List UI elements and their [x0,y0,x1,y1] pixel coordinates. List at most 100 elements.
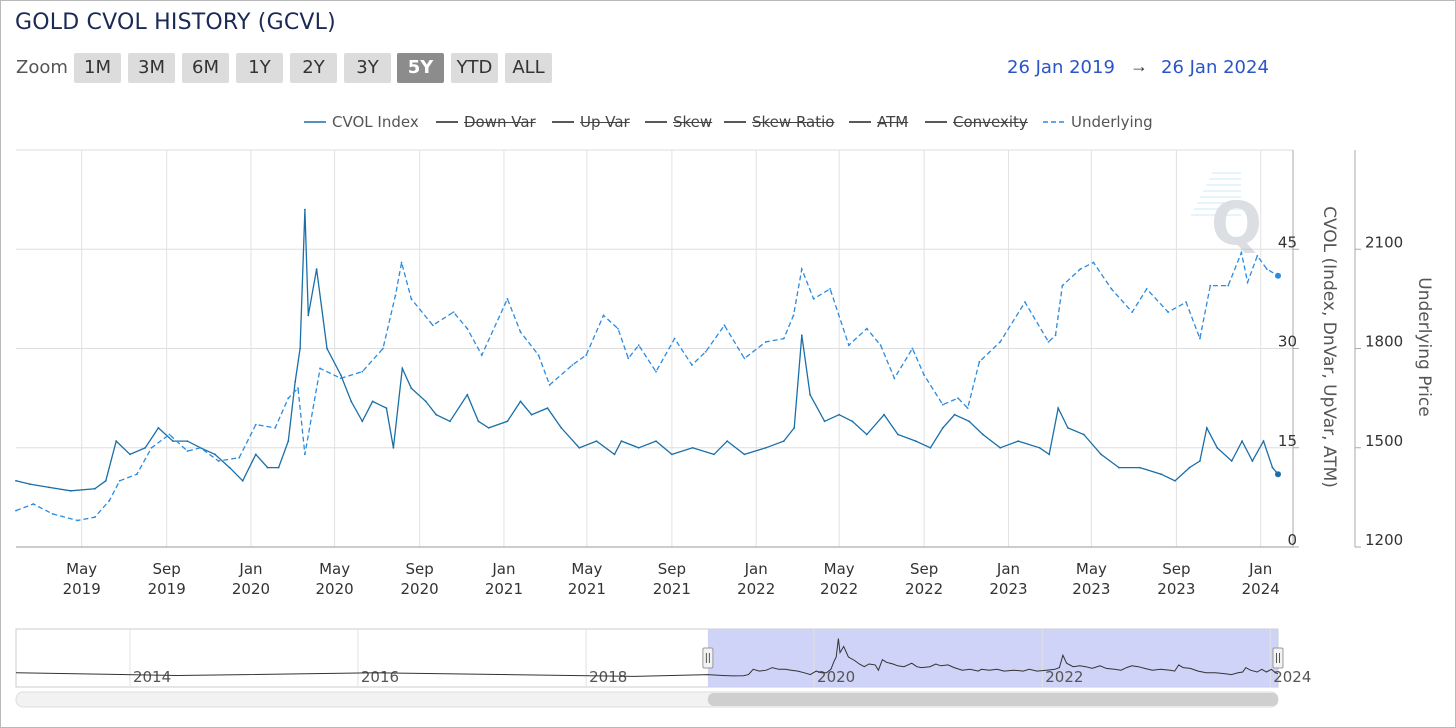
range-from-input[interactable]: 26 Jan 2019 [1007,57,1115,78]
data-point-cvol-index [241,479,244,482]
zoom-5y-button[interactable]: 5Y [397,53,444,83]
data-point-underlying [297,387,299,390]
data-point-cvol-index [93,487,96,490]
x-tick-label: Jan 2021 [485,560,523,598]
zoom-3m-button[interactable]: 3M [128,53,175,83]
data-point-underlying [108,499,111,502]
data-point-cvol-index [578,446,581,449]
y-right-tick-label: 1500 [1365,432,1403,450]
legend-item-atm[interactable]: ATM [849,112,908,132]
data-point-cvol-index [339,374,342,376]
data-point-cvol-index [1100,453,1102,456]
data-point-cvol-index [228,466,231,469]
data-point-underlying [704,350,707,353]
data-point-underlying [1131,311,1134,313]
zoom-2y-button[interactable]: 2Y [290,53,337,83]
zoom-label: Zoom [16,57,68,78]
data-point-cvol-index [968,420,970,423]
navigator-handle-body [1272,647,1284,669]
legend-label: Convexity [953,113,1028,131]
legend-item-cvol-index[interactable]: CVOL Index [304,112,419,132]
data-point-cvol-index [1082,433,1085,436]
legend-item-down-var[interactable]: Down Var [436,112,536,132]
x-tick-label: May 2022 [820,560,858,598]
zoom-all-button[interactable]: ALL [505,53,552,83]
data-point-cvol-index [800,334,803,337]
data-point-cvol-index [104,479,107,482]
data-point-underlying [304,453,306,456]
end-marker-underlying [1275,272,1281,279]
data-point-underlying [1054,334,1057,337]
data-point-underlying [879,344,882,347]
data-point-cvol-index [1216,446,1219,449]
x-tick-label: May 2023 [1072,560,1110,598]
data-point-underlying [452,311,455,313]
x-tick-label: Jan 2020 [232,560,270,598]
legend-item-skew[interactable]: Skew [645,112,712,132]
navigator-year-label: 2014 [133,668,171,686]
data-point-cvol-index [266,466,269,469]
data-point-underlying [1024,301,1026,304]
x-tick-label: Sep 2020 [401,560,439,598]
legend-label: CVOL Index [332,113,419,131]
x-tick-label: May 2019 [63,560,101,598]
data-point-cvol-index [186,440,189,442]
range-to-input[interactable]: 26 Jan 2024 [1161,57,1269,78]
legend-item-underlying[interactable]: Underlying [1043,112,1153,132]
legend-item-up-var[interactable]: Up Var [552,112,630,132]
data-point-underlying [571,364,574,366]
data-point-cvol-index [487,427,490,429]
data-point-underlying [274,427,277,429]
data-point-underlying [1256,255,1259,257]
data-point-underlying [911,347,914,350]
zoom-3y-button[interactable]: 3Y [344,53,391,83]
data-point-cvol-index [1017,440,1019,442]
data-point-cvol-index [410,387,413,390]
navigator-handle [1272,647,1284,669]
data-point-underlying [1047,341,1050,343]
data-point-cvol-index [655,440,657,442]
data-point-underlying [893,377,896,380]
data-point-underlying [978,360,981,363]
data-point-underlying [999,341,1002,343]
data-point-cvol-index [424,400,427,403]
data-point-underlying [1199,337,1201,340]
zoom-ytd-button[interactable]: YTD [451,53,498,83]
data-point-cvol-index [865,433,868,436]
data-point-cvol-index [315,268,318,270]
data-point-cvol-index [595,440,598,442]
data-point-cvol-index [1174,479,1176,482]
zoom-1m-button[interactable]: 1M [74,53,121,83]
y-right-tick-label: 1800 [1365,333,1403,351]
y-left-tick-label: 15 [1278,432,1297,450]
data-point-underlying [400,261,403,264]
legend-item-skew-ratio[interactable]: Skew Ratio [724,112,834,132]
data-point-underlying [1277,274,1279,277]
zoom-1y-button[interactable]: 1Y [236,53,283,83]
data-point-underlying [743,357,746,360]
data-point-underlying [537,354,540,356]
data-point-cvol-index [713,453,715,456]
x-tick-label: Jan 2024 [1242,560,1280,598]
data-point-cvol-index [477,420,480,423]
data-point-underlying [480,354,483,356]
navigator-year-label: 2022 [1045,668,1083,686]
legend-item-convexity[interactable]: Convexity [925,112,1028,132]
data-point-cvol-index [1262,440,1265,442]
data-point-cvol-index [1038,446,1041,449]
series-line-underlying [15,250,1279,522]
data-point-underlying [1167,311,1169,313]
data-point-underlying [382,347,384,350]
data-point-underlying [1240,251,1243,254]
data-point-cvol-index [277,466,280,469]
data-point-underlying [287,397,290,399]
data-point-underlying [319,367,321,370]
data-point-underlying [254,423,257,426]
series-line-cvol-index [15,209,1279,492]
data-point-cvol-index [530,413,533,416]
data-point-cvol-index [914,440,917,442]
data-point-cvol-index [15,479,17,482]
data-point-cvol-index [157,427,160,429]
zoom-6m-button[interactable]: 6M [182,53,229,83]
